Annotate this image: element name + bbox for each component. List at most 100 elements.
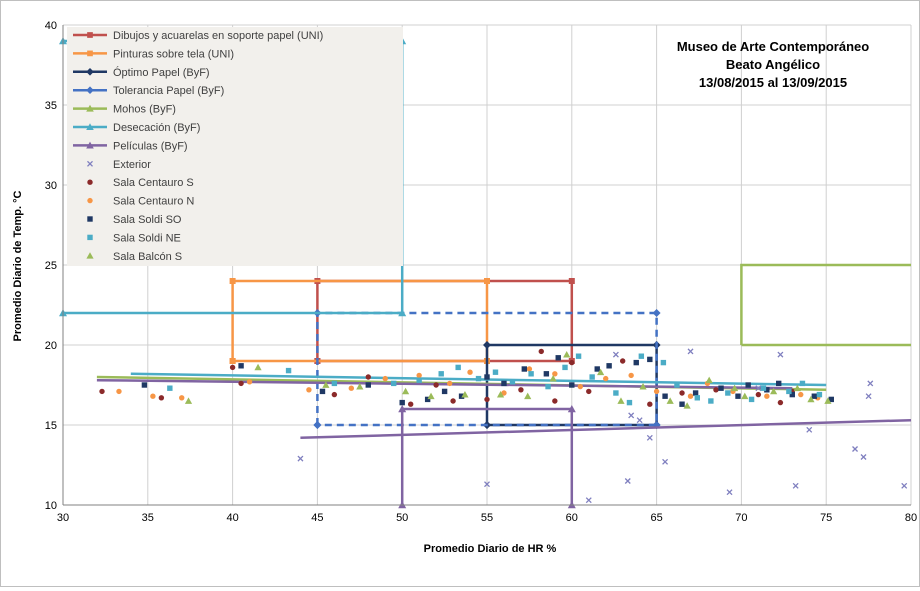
data-point bbox=[365, 382, 371, 388]
data-point bbox=[776, 380, 782, 387]
data-point bbox=[545, 383, 551, 390]
data-point bbox=[867, 380, 874, 387]
data-point bbox=[322, 381, 330, 388]
y-tick-label: 15 bbox=[45, 420, 57, 432]
data-point bbox=[692, 390, 699, 396]
data-point bbox=[597, 368, 605, 376]
data-point bbox=[725, 390, 731, 396]
data-point bbox=[401, 387, 410, 395]
legend-label: Sala Centauro N bbox=[113, 196, 194, 208]
data-point bbox=[901, 482, 908, 489]
data-point bbox=[860, 454, 867, 460]
data-point bbox=[391, 380, 397, 387]
data-point bbox=[158, 395, 165, 401]
data-point bbox=[446, 380, 453, 387]
data-point bbox=[589, 374, 595, 380]
data-point bbox=[741, 392, 749, 400]
data-point bbox=[799, 380, 806, 387]
legend-marker bbox=[87, 234, 93, 241]
data-point bbox=[501, 380, 507, 387]
data-point bbox=[798, 391, 804, 398]
zone-line-3 bbox=[316, 311, 658, 427]
y-tick-label: 10 bbox=[45, 500, 57, 512]
zone-vertex-marker bbox=[398, 405, 407, 413]
zone-line-4 bbox=[740, 263, 911, 345]
data-point bbox=[639, 383, 647, 390]
data-point bbox=[760, 385, 767, 391]
data-point bbox=[416, 377, 422, 383]
data-point bbox=[524, 392, 532, 400]
legend-marker bbox=[86, 68, 94, 76]
data-point bbox=[828, 396, 834, 403]
data-point bbox=[509, 379, 516, 385]
zone-vertex-marker bbox=[652, 309, 661, 317]
data-point bbox=[662, 393, 668, 399]
data-point bbox=[624, 478, 631, 484]
data-point bbox=[492, 369, 499, 375]
data-point bbox=[484, 481, 490, 488]
data-point bbox=[150, 393, 156, 399]
data-point bbox=[562, 364, 568, 371]
data-point bbox=[731, 384, 739, 392]
legend-marker bbox=[86, 123, 94, 131]
legend-marker bbox=[86, 104, 94, 112]
data-point bbox=[552, 398, 558, 404]
data-point bbox=[167, 385, 173, 391]
data-point bbox=[638, 353, 645, 359]
legend: Dibujos y acuarelas en soporte papel (UN… bbox=[67, 27, 403, 266]
data-point bbox=[285, 367, 292, 374]
data-point bbox=[662, 458, 669, 465]
data-point bbox=[633, 359, 639, 366]
data-point bbox=[526, 366, 533, 372]
data-point bbox=[865, 393, 872, 400]
data-point bbox=[694, 395, 701, 401]
data-point bbox=[619, 358, 626, 364]
title-line-3: 13/08/2015 al 13/09/2015 bbox=[699, 75, 847, 90]
zone-vertex-marker bbox=[483, 341, 491, 349]
legend-marker bbox=[87, 179, 93, 185]
data-point bbox=[777, 351, 784, 358]
data-point bbox=[467, 369, 473, 375]
zone-vertex-marker bbox=[567, 405, 576, 413]
data-point bbox=[438, 371, 444, 377]
data-point bbox=[543, 371, 550, 377]
data-point bbox=[496, 391, 505, 398]
data-point bbox=[811, 393, 818, 399]
data-point bbox=[306, 387, 312, 393]
x-tick-label: 60 bbox=[566, 512, 578, 524]
legend-label: Pinturas sobre tela (UNI) bbox=[113, 48, 234, 60]
data-point bbox=[606, 363, 612, 369]
data-point bbox=[521, 366, 528, 372]
x-tick-label: 30 bbox=[57, 512, 69, 524]
legend-marker bbox=[86, 141, 94, 149]
legend-label: Sala Balcón S bbox=[113, 251, 182, 263]
legend-label: Dibujos y acuarelas en soporte papel (UN… bbox=[113, 30, 323, 42]
legend-label: Películas (ByF) bbox=[113, 140, 188, 152]
data-point bbox=[484, 374, 490, 380]
data-point bbox=[646, 434, 653, 441]
data-point bbox=[331, 391, 338, 398]
data-point bbox=[617, 397, 625, 404]
data-point bbox=[764, 387, 770, 393]
data-point bbox=[433, 382, 439, 388]
data-point bbox=[552, 371, 558, 377]
title-line-1: Museo de Arte Contemporáneo bbox=[677, 39, 869, 54]
x-tick-label: 50 bbox=[396, 512, 408, 524]
x-tick-label: 65 bbox=[650, 512, 662, 524]
data-point bbox=[660, 359, 667, 366]
data-point bbox=[407, 401, 414, 407]
data-point bbox=[399, 399, 405, 406]
data-point bbox=[653, 388, 660, 395]
data-point bbox=[365, 374, 371, 380]
data-point bbox=[555, 355, 561, 361]
data-point bbox=[458, 393, 465, 399]
data-point bbox=[647, 401, 653, 407]
data-point bbox=[806, 426, 813, 433]
data-point bbox=[441, 388, 448, 395]
data-point bbox=[254, 363, 262, 371]
data-point bbox=[184, 397, 193, 404]
legend-label: Mohos (ByF) bbox=[113, 104, 176, 116]
legend-marker bbox=[87, 197, 93, 204]
data-point bbox=[416, 372, 422, 379]
data-point bbox=[461, 391, 469, 398]
